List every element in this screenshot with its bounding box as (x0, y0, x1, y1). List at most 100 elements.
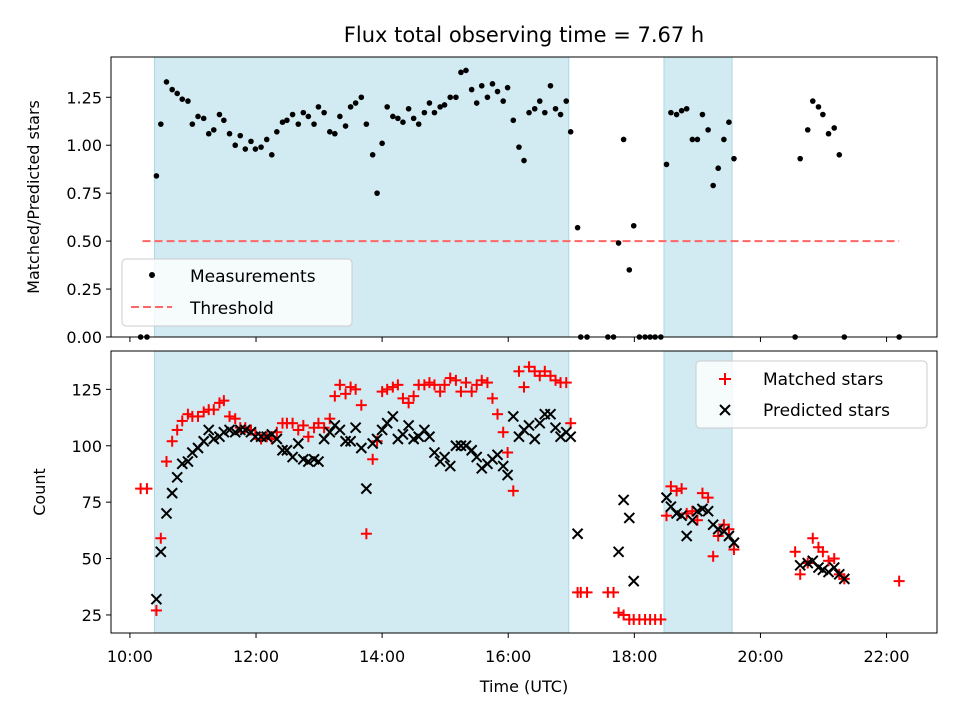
measurement-point (158, 121, 164, 127)
x-tick-label: 22:00 (864, 647, 910, 666)
y-tick-label: 0.00 (66, 328, 102, 347)
measurement-point (831, 125, 838, 131)
matched-point (198, 406, 210, 418)
predicted-point (544, 408, 557, 420)
matched-point (318, 422, 330, 434)
matched-point (171, 424, 183, 436)
measurement-point (426, 100, 433, 106)
matched-point (665, 480, 677, 492)
measurement-point (710, 182, 716, 189)
matched-point (376, 386, 388, 398)
measurement-point (510, 117, 517, 124)
measurement-point (352, 100, 359, 106)
matched-point (166, 435, 178, 447)
measurement-point (441, 102, 448, 108)
shaded-interval (663, 56, 733, 338)
predicted-point (444, 460, 456, 472)
measurement-point (521, 157, 527, 164)
legend-predicted-label: Predicted stars (763, 401, 890, 421)
measurement-point (453, 94, 459, 101)
matched-point (387, 381, 399, 393)
measurement-point (815, 104, 822, 110)
measurement-point (363, 121, 370, 127)
matched-point (450, 374, 462, 386)
measurement-point (663, 161, 670, 168)
measurement-point (395, 115, 401, 122)
predicted-point (828, 561, 840, 574)
legend-matched-label: Matched stars (763, 370, 883, 390)
measurement-point (248, 138, 254, 145)
matched-point (439, 379, 451, 391)
matched-point (481, 377, 493, 389)
measurement-point (630, 222, 637, 229)
measurement-point (478, 82, 485, 89)
measurement-point (390, 113, 396, 120)
measurement-point (421, 109, 428, 116)
predicted-point (286, 451, 299, 463)
measurement-point (315, 104, 322, 110)
legend-measurements-marker (149, 272, 155, 278)
matched-point (224, 410, 236, 422)
predicted-point (680, 530, 693, 542)
predicted-point (371, 433, 383, 445)
matched-point (539, 365, 551, 377)
measurement-point (311, 121, 317, 127)
measurement-point (431, 109, 438, 116)
matched-point (345, 381, 357, 393)
measurement-point (153, 173, 160, 179)
x-tick-label: 16:00 (485, 647, 531, 666)
measurement-point (809, 98, 816, 104)
matched-point (671, 485, 683, 497)
measurement-point (321, 109, 327, 116)
y-tick-label: 1.25 (66, 88, 102, 107)
measurement-point (205, 130, 212, 137)
measurement-point (405, 105, 412, 112)
y-tick-label: 50 (82, 550, 102, 569)
measurement-point (516, 144, 522, 150)
y-tick-label: 25 (82, 606, 102, 625)
predicted-point (171, 471, 183, 484)
predicted-point (155, 546, 167, 558)
measurement-point (567, 128, 574, 135)
measurement-point (189, 121, 196, 127)
measurement-point (274, 128, 280, 135)
matched-point (350, 383, 362, 395)
matched-point (707, 550, 719, 562)
matched-point (229, 413, 241, 425)
predicted-point (150, 593, 163, 605)
measurement-point (504, 84, 511, 91)
legend-matched-marker (719, 373, 731, 385)
matched-point (492, 408, 504, 420)
matched-point (518, 381, 530, 393)
matched-point (176, 415, 188, 427)
matched-point (444, 372, 456, 384)
matched-point (155, 532, 167, 544)
predicted-point (723, 530, 735, 542)
ratio-panel-frame (110, 56, 938, 338)
predicted-point (428, 446, 441, 459)
measurement-point (820, 111, 826, 118)
measurement-point (342, 123, 349, 129)
predicted-point (623, 512, 636, 524)
measurement-point (668, 109, 674, 116)
predicted-point (471, 451, 483, 463)
matched-point (297, 419, 309, 431)
matched-point (817, 546, 829, 558)
matched-point (486, 392, 498, 404)
y-tick-label: 1.00 (66, 136, 102, 155)
x-tick-label: 10:00 (107, 647, 153, 666)
matched-point (789, 546, 801, 558)
measurement-point (547, 82, 554, 89)
ratio-panel-y-label: Matched/Predicted stars (24, 100, 43, 294)
measurement-point (221, 117, 227, 124)
predicted-point (501, 469, 514, 481)
measurement-point (268, 152, 275, 158)
matched-point (302, 431, 314, 443)
legend-measurements-label: Measurements (190, 267, 316, 287)
matched-point (423, 377, 435, 389)
predicted-point (376, 424, 388, 436)
predicted-point (397, 428, 409, 441)
measurement-point (237, 132, 244, 139)
predicted-point (166, 487, 178, 499)
predicted-point (360, 482, 373, 495)
